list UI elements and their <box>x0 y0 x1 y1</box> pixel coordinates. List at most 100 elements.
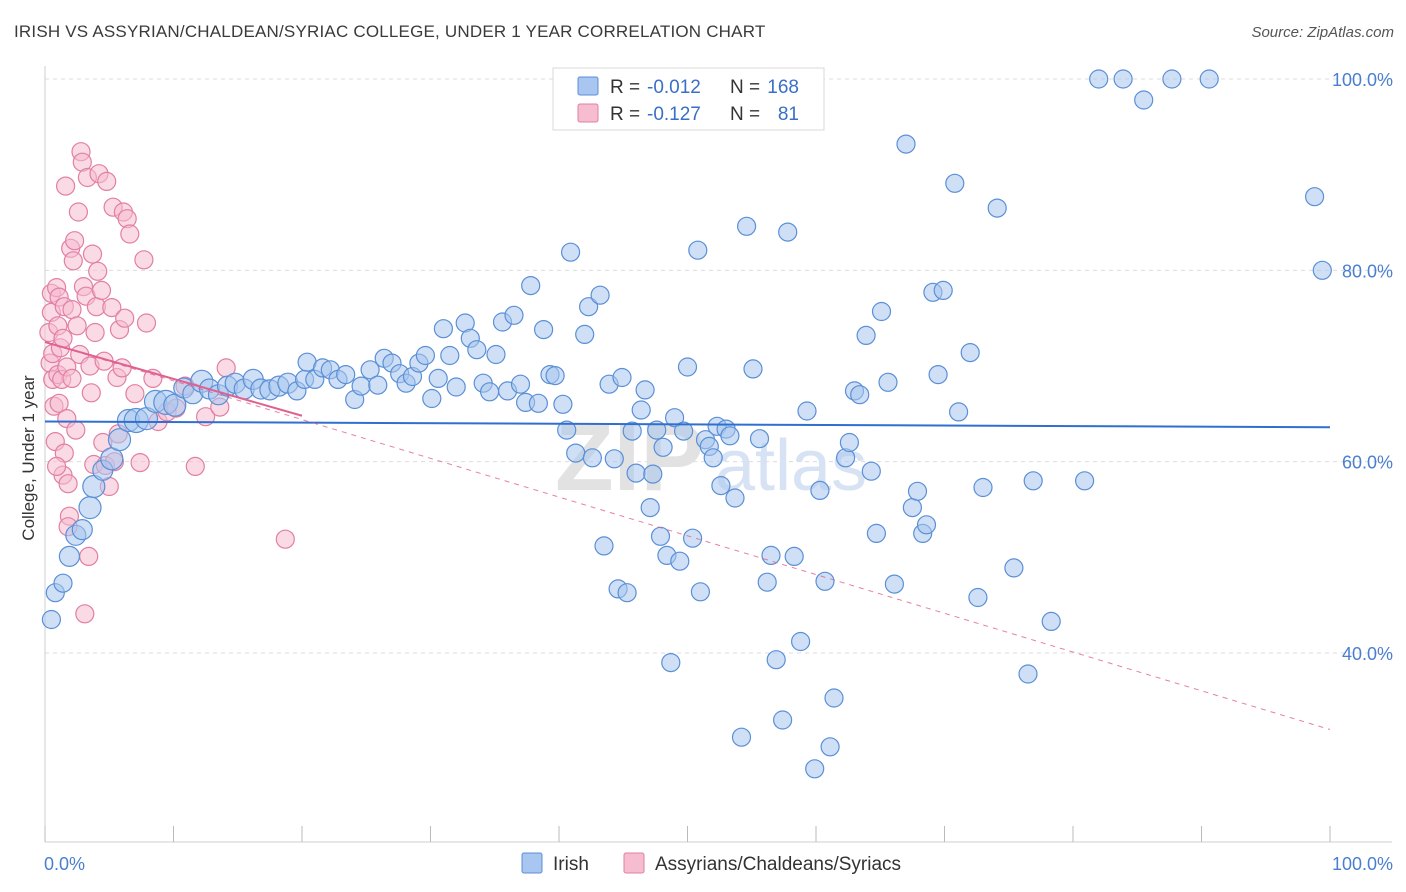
irish-point <box>428 368 448 388</box>
irish-point <box>690 582 711 602</box>
irish-point <box>761 545 781 566</box>
irish-point <box>1074 471 1095 491</box>
irish-point <box>884 574 905 594</box>
irish-point <box>612 367 632 388</box>
irish-point <box>360 360 380 380</box>
irish-point <box>504 305 524 325</box>
irish-point <box>749 429 770 449</box>
irish-point <box>575 324 595 344</box>
irish-point <box>736 216 757 236</box>
assyrian-point <box>68 202 89 222</box>
irish-point <box>916 515 937 535</box>
irish-point <box>594 536 614 556</box>
assyrian-point <box>62 368 82 388</box>
irish-point <box>486 344 506 365</box>
bottom-legend: Irish Assyrians/Chaldeans/Syriacs <box>521 852 901 875</box>
irish-point <box>1134 90 1154 110</box>
assyrian-point <box>64 231 85 251</box>
irish-point <box>805 759 825 779</box>
y-tick-label: 80.0% <box>1342 261 1393 281</box>
legend-r-label-irish: R = <box>610 77 640 98</box>
irish-point <box>617 583 637 603</box>
irish-point <box>647 420 667 440</box>
irish-point <box>578 297 599 317</box>
x-tick-label: 100.0% <box>1332 854 1393 874</box>
irish-point <box>640 498 660 518</box>
source-label: Source: ZipAtlas.com <box>1251 24 1394 41</box>
irish-point <box>1312 260 1332 280</box>
irish-point <box>440 345 460 366</box>
irish-point <box>560 242 581 262</box>
irish-point <box>521 276 541 296</box>
legend-swatch-irish <box>577 76 599 96</box>
irish-point <box>720 426 740 446</box>
irish-point <box>545 366 565 386</box>
y-tick-label: 40.0% <box>1342 644 1393 664</box>
irish-point <box>650 526 671 546</box>
assyrian-point <box>185 456 205 476</box>
irish-point <box>731 727 752 747</box>
trend-lines <box>44 341 1331 731</box>
assyrian-point <box>46 456 67 476</box>
assyrian-point <box>62 300 82 320</box>
irish-point <box>743 359 763 379</box>
irish-point <box>797 401 817 421</box>
irish-point <box>688 240 708 260</box>
assyrian-point <box>120 224 140 244</box>
irish-point <box>631 400 651 420</box>
chart-title: IRISH VS ASSYRIAN/CHALDEAN/SYRIAC COLLEG… <box>14 22 766 41</box>
assyrian-trend-line <box>44 341 303 417</box>
legend-swatch-assyrian <box>577 103 599 123</box>
y-tick-label: 60.0% <box>1342 453 1393 473</box>
irish-point <box>948 402 969 422</box>
irish-point <box>553 394 573 414</box>
assyrian-point <box>275 529 295 549</box>
irish-trend-line <box>44 420 1331 429</box>
irish-point <box>677 357 698 377</box>
irish-point <box>1162 69 1182 89</box>
irish-point <box>1089 69 1109 89</box>
assyrian-point <box>136 313 157 333</box>
irish-point <box>528 393 549 413</box>
irish-point <box>566 443 586 463</box>
legend-n-value-irish: 168 <box>767 77 799 98</box>
irish-point <box>902 498 923 518</box>
legend: R = -0.012 N = 168 R = -0.127 N = 81 <box>552 67 825 131</box>
irish-point <box>766 650 786 670</box>
irish-point <box>433 319 453 339</box>
assyrian-point <box>81 383 101 403</box>
assyrian-point <box>63 251 83 271</box>
irish-point <box>53 573 73 593</box>
irish-point <box>820 737 840 757</box>
grid-layer <box>45 78 1392 654</box>
irish-point <box>790 631 811 652</box>
irish-point <box>635 380 655 400</box>
assyrian-point <box>85 322 105 343</box>
irish-point <box>968 587 988 608</box>
irish-point <box>1018 664 1038 684</box>
y-tick-label: 100.0% <box>1332 70 1393 90</box>
irish-point <box>1041 611 1061 632</box>
irish-point <box>664 408 685 428</box>
irish-point <box>653 437 673 457</box>
irish-point <box>480 382 500 402</box>
assyrian-point <box>102 298 122 318</box>
legend-r-value-assyrian: -0.127 <box>647 104 701 125</box>
irish-point <box>422 388 442 409</box>
irish-point <box>670 551 690 571</box>
irish-point <box>896 134 916 154</box>
irish-point <box>557 420 577 440</box>
irish-point <box>772 710 793 730</box>
irish-point <box>861 461 881 481</box>
irish-point <box>810 480 830 500</box>
irish-point <box>856 325 876 345</box>
irish-point <box>336 365 356 385</box>
assyrian-point <box>66 420 86 440</box>
irish-point <box>1023 471 1043 491</box>
irish-point <box>415 345 435 366</box>
irish-point <box>850 385 870 405</box>
irish-point <box>778 222 798 242</box>
irish-point <box>604 449 624 469</box>
irish-point <box>933 280 953 300</box>
